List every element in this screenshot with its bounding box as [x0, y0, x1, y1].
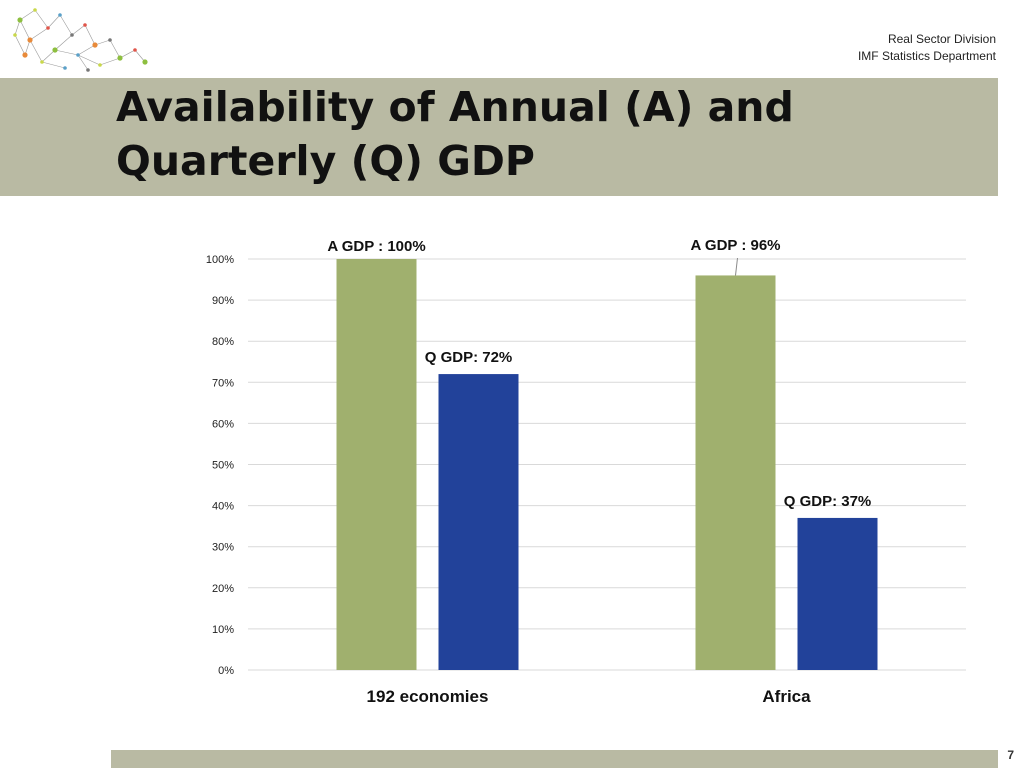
data-label: A GDP : 100%: [327, 238, 425, 255]
y-tick-label: 70%: [212, 377, 234, 389]
y-tick-label: 50%: [212, 460, 234, 472]
y-tick-label: 20%: [212, 583, 234, 595]
y-tick-label: 90%: [212, 295, 234, 307]
y-tick-label: 100%: [206, 254, 234, 266]
y-tick-label: 40%: [212, 501, 234, 513]
title-band: [0, 78, 998, 196]
network-logo-icon: [13, 8, 148, 72]
data-label: Q GDP: 72%: [425, 349, 513, 366]
data-label-leader: [735, 257, 738, 276]
gdp-availability-chart: 0% 10% 20% 30% 40% 50% 60% 70% 80% 90% 100% A GDP :…: [206, 237, 966, 706]
footer-bar: [111, 750, 998, 768]
data-label: Q GDP: 37%: [784, 493, 872, 510]
title-line-1: Availability of Annual (A) and: [116, 83, 794, 131]
department-label: IMF Statistics Department: [857, 49, 996, 63]
page-title: Availability of Annual (A) and Quarterly…: [116, 80, 976, 188]
y-tick-label: 80%: [212, 336, 234, 348]
title-line-2: Quarterly (Q) GDP: [116, 137, 535, 185]
bar: [438, 374, 519, 670]
bar: [695, 275, 776, 670]
header-info: Real Sector Division IMF Statistics Depa…: [858, 31, 996, 65]
data-label: A GDP : 96%: [690, 237, 780, 254]
division-label: Real Sector Division: [887, 32, 996, 46]
bar: [336, 259, 417, 670]
y-tick-label: 0%: [218, 665, 234, 677]
x-category-label: 192 economies: [367, 687, 489, 706]
y-tick-label: 10%: [212, 624, 234, 636]
y-tick-label: 60%: [212, 418, 234, 430]
bar: [797, 517, 878, 670]
page-number: 7: [1007, 748, 1014, 762]
x-category-label: Africa: [762, 687, 811, 706]
y-tick-label: 30%: [212, 542, 234, 554]
